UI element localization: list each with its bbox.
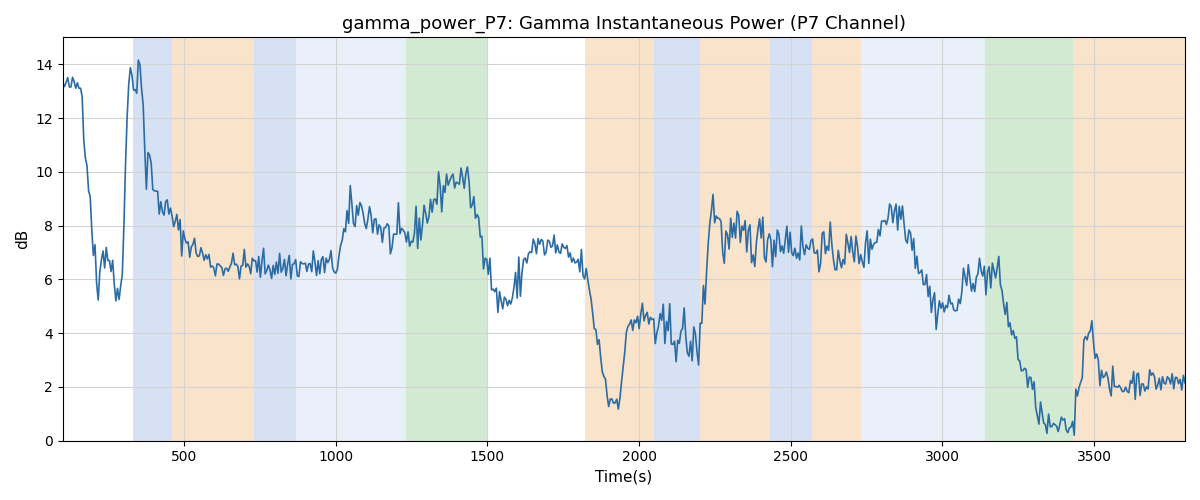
Bar	[769, 38, 812, 440]
Bar	[654, 38, 700, 440]
Bar	[133, 38, 172, 440]
Y-axis label: dB: dB	[16, 229, 30, 249]
Bar	[296, 38, 360, 440]
X-axis label: Time(s): Time(s)	[595, 470, 653, 485]
Bar	[254, 38, 296, 440]
Bar	[172, 38, 254, 440]
Bar	[860, 38, 902, 440]
Bar	[942, 38, 985, 440]
Bar	[360, 38, 406, 440]
Bar	[406, 38, 487, 440]
Bar	[902, 38, 942, 440]
Bar	[584, 38, 654, 440]
Bar	[700, 38, 769, 440]
Bar	[985, 38, 1073, 440]
Bar	[1073, 38, 1186, 440]
Bar	[812, 38, 860, 440]
Title: gamma_power_P7: Gamma Instantaneous Power (P7 Channel): gamma_power_P7: Gamma Instantaneous Powe…	[342, 15, 906, 34]
